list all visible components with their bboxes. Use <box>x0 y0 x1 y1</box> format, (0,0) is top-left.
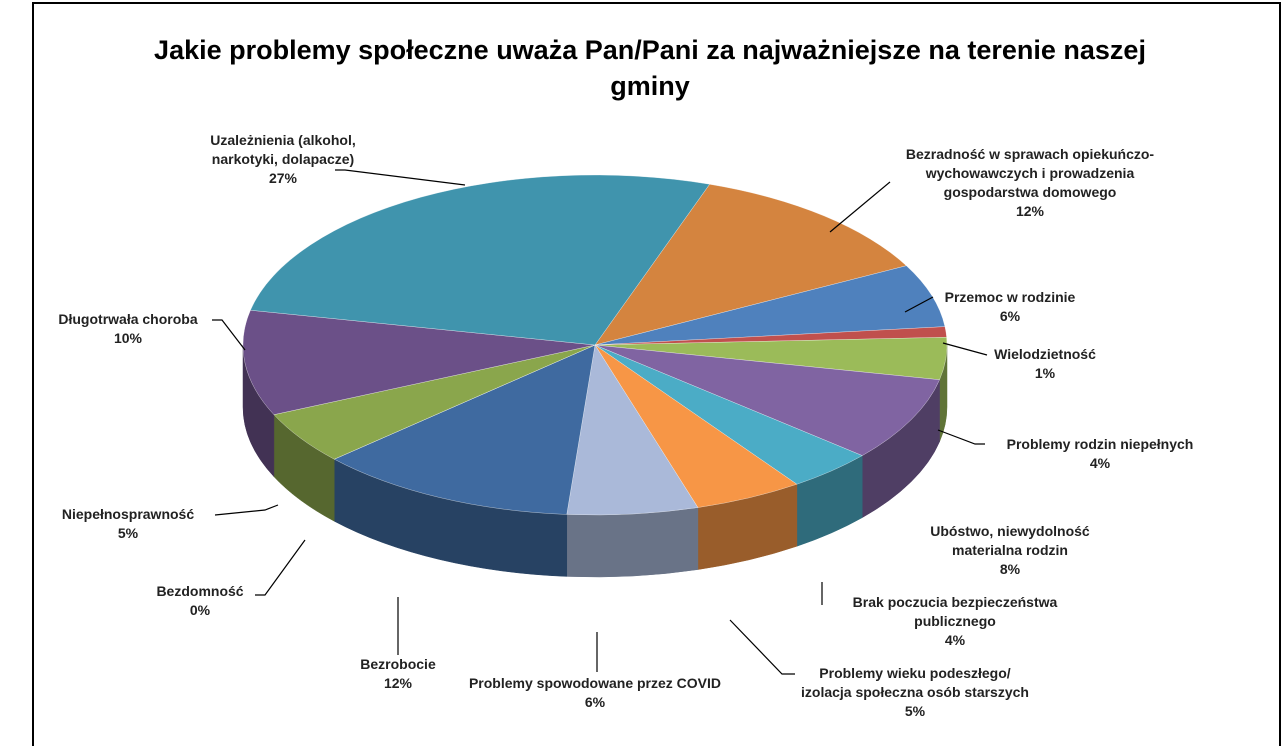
slice-label: Wielodzietność 1% <box>985 345 1105 383</box>
leader-line <box>214 504 279 516</box>
value-label: 4% <box>1089 455 1111 471</box>
slice-label: Problemy rodzin niepełnych 4% <box>980 435 1220 473</box>
pie-sides <box>242 344 948 578</box>
value-label: 10% <box>113 330 143 346</box>
slice <box>250 174 710 346</box>
value-label: 5% <box>904 703 926 719</box>
chart-title: Jakie problemy społeczne uważa Pan/Pani … <box>154 35 1146 101</box>
category-label: Przemoc w rodzinie <box>944 289 1076 305</box>
slice <box>333 344 596 515</box>
value-label: 12% <box>1015 203 1045 219</box>
category-label: Brak poczucia bezpieczeństwa publicznego <box>852 594 1058 629</box>
slice <box>566 344 699 516</box>
value-label: 12% <box>383 675 413 691</box>
leader-line <box>829 181 891 233</box>
slice <box>594 184 907 346</box>
leader-line <box>729 619 795 675</box>
value-label: 0% <box>189 602 211 618</box>
leader-line <box>335 169 466 186</box>
slice <box>594 344 940 456</box>
leader-lines <box>212 169 988 675</box>
slice-label: Bezrobocie 12% <box>338 655 458 693</box>
slice-label: Problemy spowodowane przez COVID 6% <box>465 674 725 712</box>
leader-line <box>942 342 988 356</box>
value-label: 1% <box>1034 365 1056 381</box>
value-label: 6% <box>999 308 1021 324</box>
value-label: 5% <box>117 525 139 541</box>
category-label: Problemy spowodowane przez COVID <box>468 675 722 691</box>
category-label: Uzależnienia (alkohol, narkotyki, dolapa… <box>210 132 356 167</box>
category-label: Wielodzietność <box>994 346 1096 362</box>
slice-label: Brak poczucia bezpieczeństwa publicznego… <box>825 593 1085 650</box>
leader-line <box>937 429 985 445</box>
leader-line <box>255 539 306 596</box>
slice <box>594 265 946 346</box>
slice-label: Ubóstwo, niewydolność materialna rodzin 8… <box>905 522 1115 579</box>
category-label: Niepełnosprawność <box>61 506 195 522</box>
slice-label: Długotrwała choroba 10% <box>28 310 228 348</box>
slice-label: Uzależnienia (alkohol, narkotyki, dolapa… <box>203 131 363 188</box>
category-label: Problemy rodzin niepełnych <box>1006 436 1194 452</box>
leader-line <box>904 296 934 313</box>
slice-label: Niepełnosprawność 5% <box>38 505 218 543</box>
category-label: Bezrobocie <box>360 656 436 672</box>
chart-frame <box>32 2 1281 746</box>
slice-label: Bezdomność 0% <box>140 582 260 620</box>
category-label: Problemy wieku podeszłego/ izolacja społ… <box>801 665 1029 700</box>
value-label: 6% <box>584 694 606 710</box>
category-label: Bezradność w sprawach opiekuńczo-wychowa… <box>905 146 1155 200</box>
value-label: 8% <box>999 561 1021 577</box>
slice-label: Przemoc w rodzinie 6% <box>920 288 1100 326</box>
value-label: 27% <box>268 170 298 186</box>
leader-line <box>212 319 246 351</box>
category-label: Ubóstwo, niewydolność materialna rodzin <box>930 523 1090 558</box>
slice <box>242 310 596 415</box>
category-label: Bezdomność <box>156 583 244 599</box>
pie-tops <box>242 174 948 516</box>
slice-side <box>566 507 699 578</box>
slice-label: Problemy wieku podeszłego/ izolacja społ… <box>795 664 1035 721</box>
category-label: Długotrwała choroba <box>58 311 198 327</box>
slice-label: Bezradność w sprawach opiekuńczo-wychowa… <box>905 145 1155 221</box>
value-label: 4% <box>944 632 966 648</box>
